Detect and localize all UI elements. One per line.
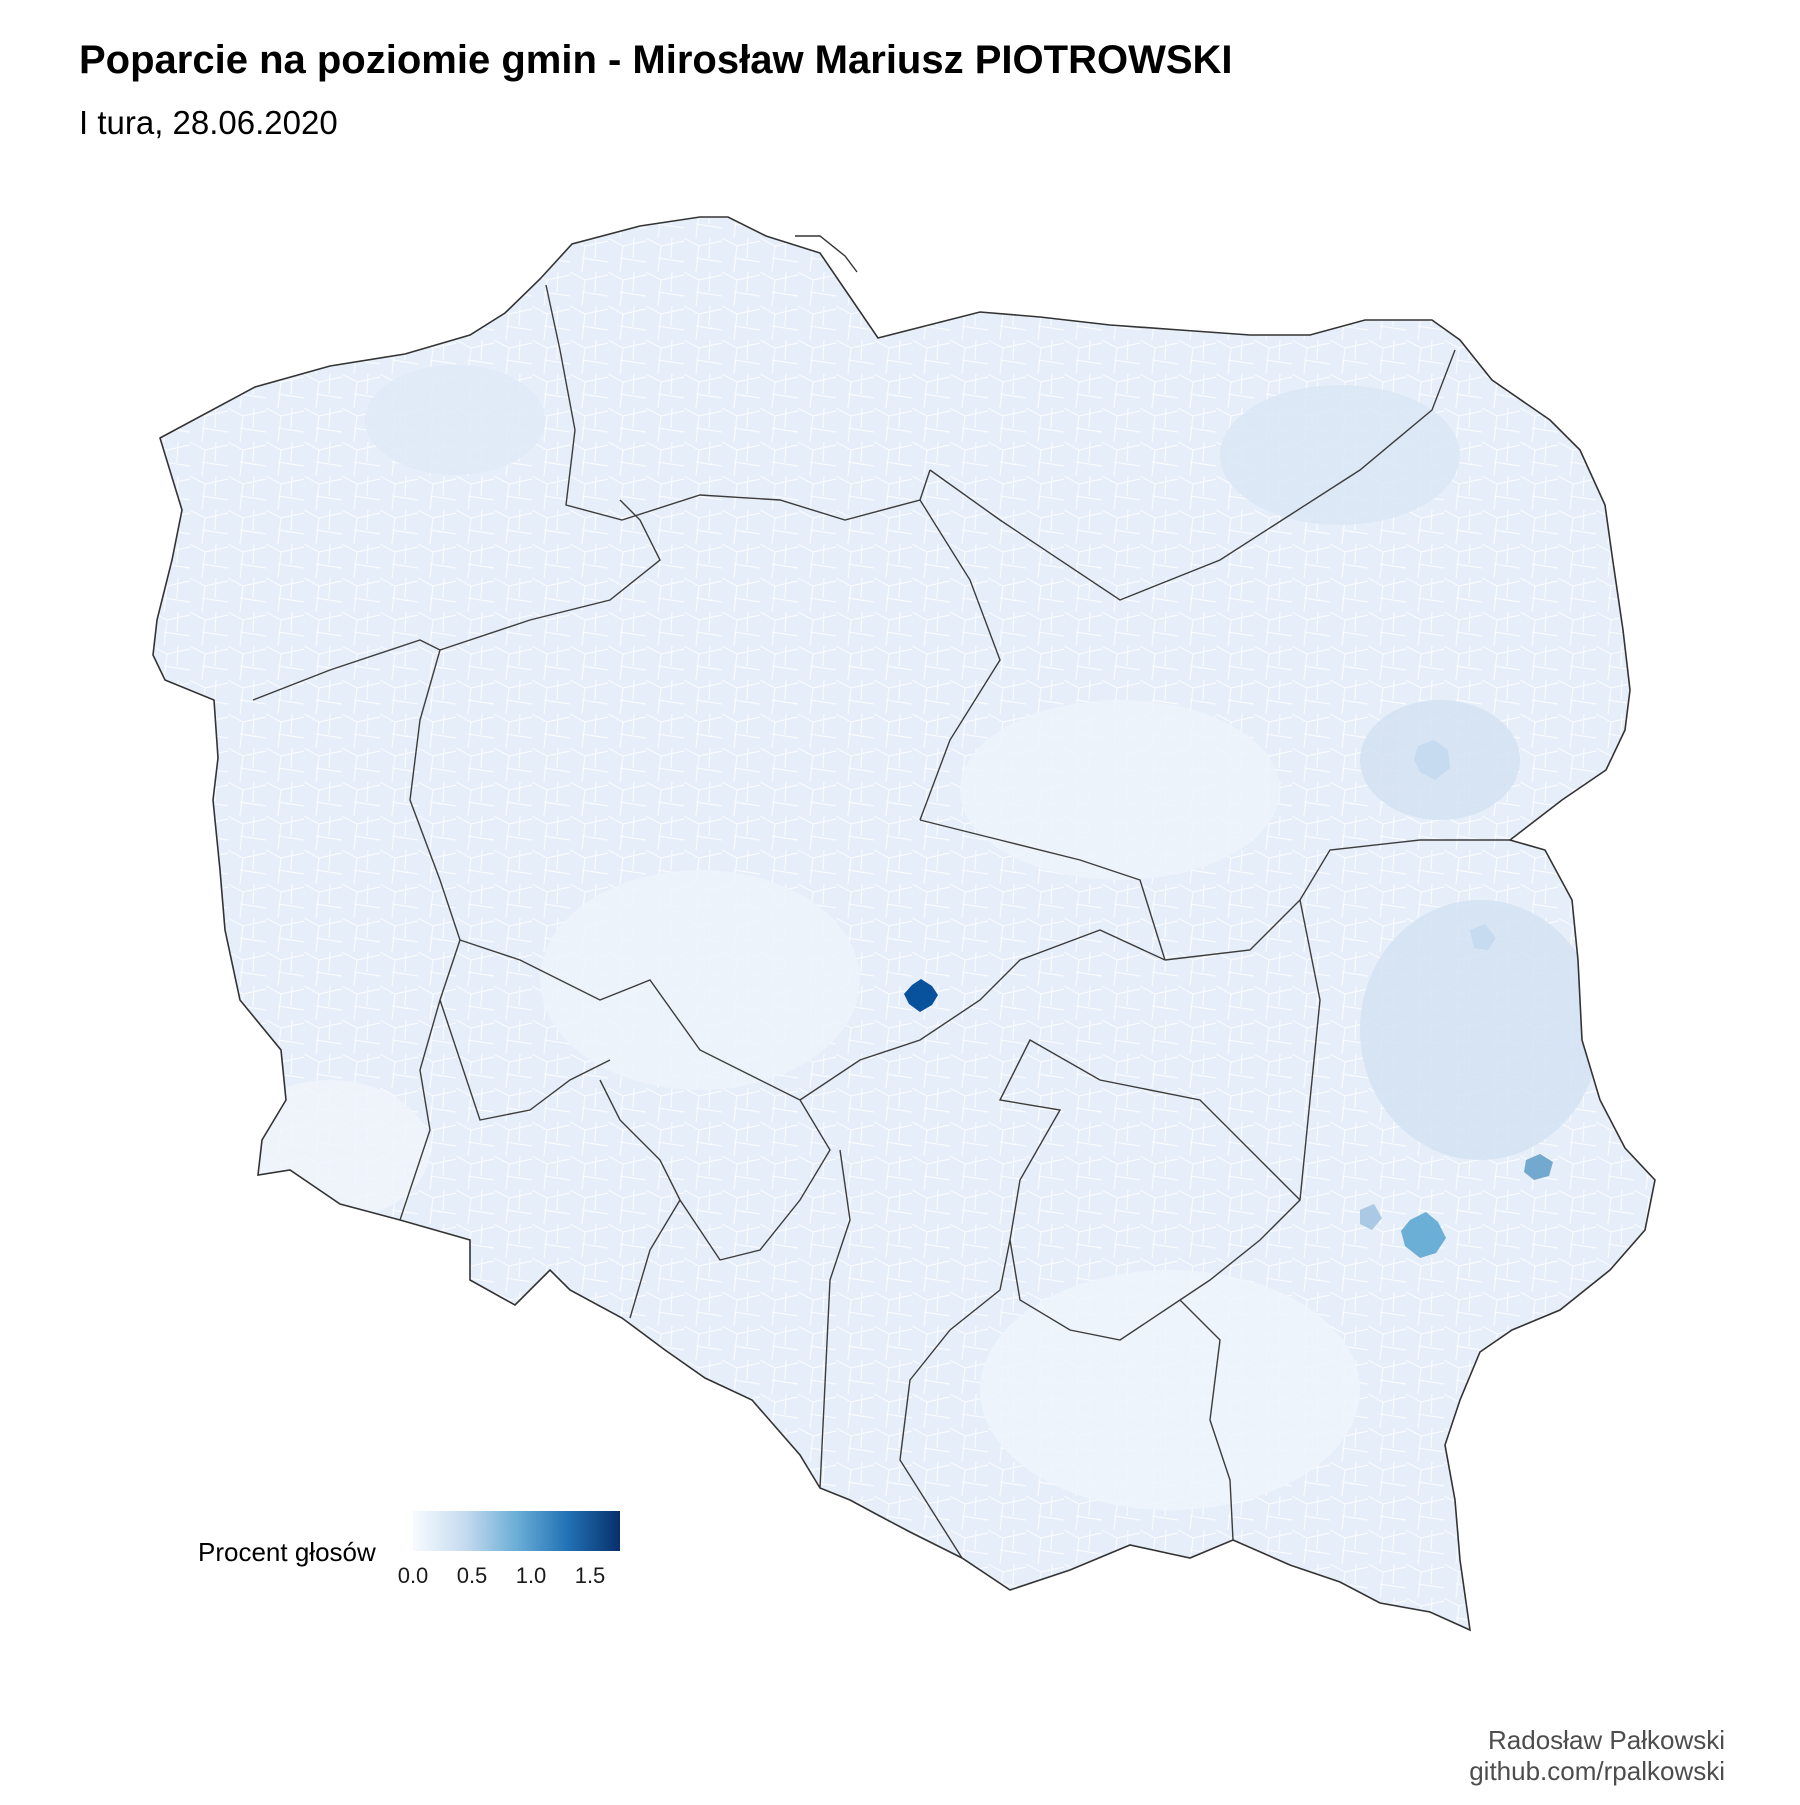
lublin-highlight — [1401, 1212, 1446, 1258]
source-text: github.com/rpalkowski — [1469, 1756, 1725, 1786]
caption: Radosław Pałkowski github.com/rpalkowski — [1469, 1725, 1725, 1787]
country-outline — [152, 216, 1656, 1632]
legend-label: 0.0 — [397, 1563, 429, 1588]
lodz-highlight — [904, 979, 938, 1012]
chelm-highlight — [1524, 1154, 1553, 1180]
voivodeship-borders — [252, 284, 1510, 1559]
page-subtitle: I tura, 28.06.2020 — [79, 104, 338, 141]
legend-tick — [590, 1551, 591, 1557]
author-text: Radosław Pałkowski — [1488, 1725, 1725, 1755]
legend-ticks — [413, 1551, 620, 1557]
legend-tick — [531, 1551, 532, 1557]
legend-tick — [413, 1551, 414, 1557]
regional-variation — [230, 365, 1600, 1510]
biala-highlight — [1470, 924, 1496, 950]
legend-colorbar — [413, 1511, 620, 1551]
legend-title: Procent głosów — [198, 1537, 376, 1567]
legend-label: 1.0 — [515, 1563, 547, 1588]
page-title: Poparcie na poziomie gmin - Mirosław Mar… — [79, 38, 1233, 82]
hel-peninsula — [795, 235, 858, 273]
legend-label: 1.5 — [574, 1563, 606, 1588]
legend-label: 0.5 — [456, 1563, 488, 1588]
pulawy-highlight — [1360, 1204, 1382, 1230]
bialystok-highlight — [1414, 740, 1450, 780]
legend-tick — [472, 1551, 473, 1557]
